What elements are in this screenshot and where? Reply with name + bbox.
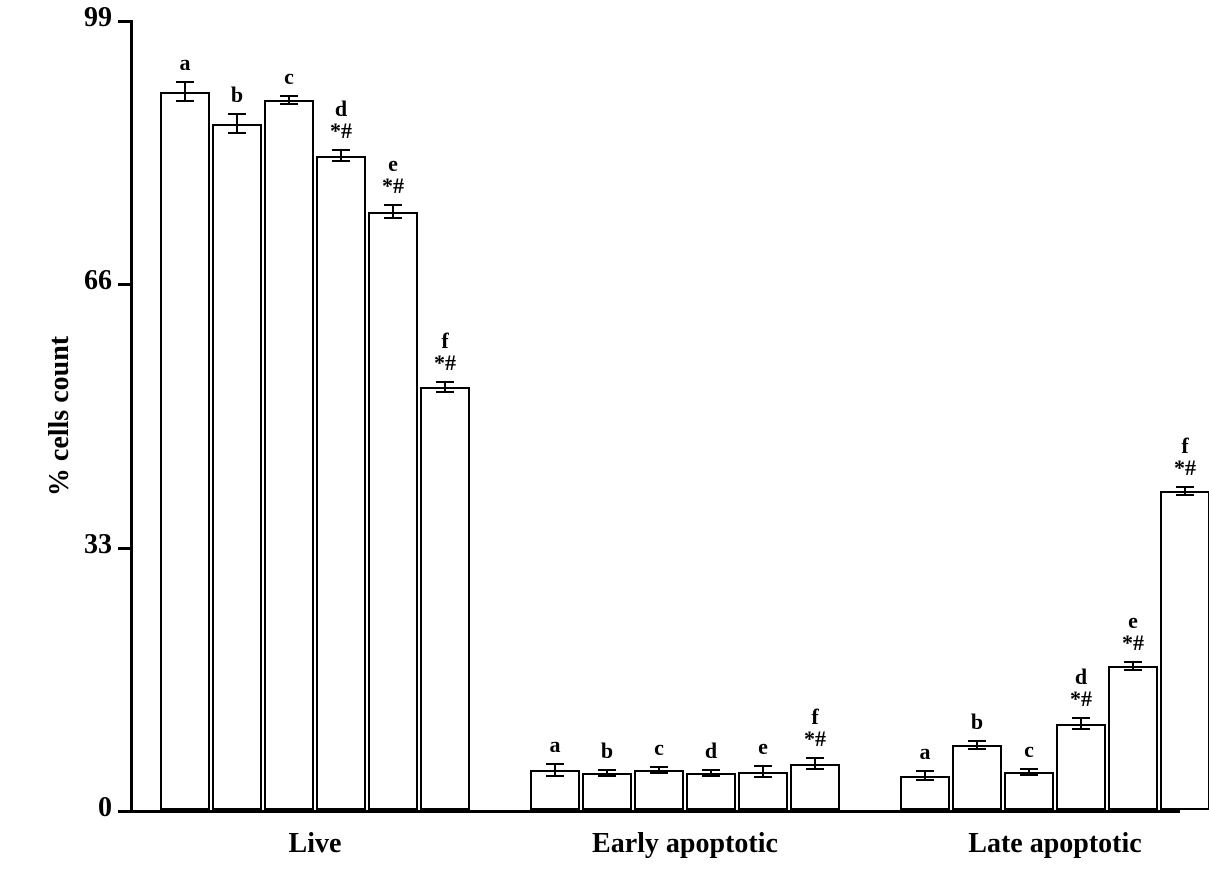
error-cap-top <box>436 381 454 383</box>
error-cap-bottom <box>280 103 298 105</box>
bar-annotation-letter: a <box>894 741 956 763</box>
error-cap-bottom <box>546 775 564 777</box>
x-group-label: Late apoptotic <box>900 828 1209 860</box>
y-tick <box>118 810 130 813</box>
y-tick-label: 66 <box>50 265 112 297</box>
bar <box>952 745 1002 810</box>
bar <box>686 773 736 810</box>
error-cap-top <box>384 204 402 206</box>
bar-annotation-letter: d <box>310 98 372 120</box>
bar <box>634 770 684 810</box>
error-cap-top <box>546 763 564 765</box>
bar-annotation-letter: d <box>1050 666 1112 688</box>
bar-annotation-letter: e <box>1102 610 1164 632</box>
error-cap-bottom <box>1124 669 1142 671</box>
bar <box>264 100 314 810</box>
bar-annotation-symbol: *# <box>414 352 476 374</box>
error-cap-top <box>332 149 350 151</box>
error-bar <box>184 82 186 101</box>
bar <box>212 124 262 810</box>
error-cap-top <box>1072 717 1090 719</box>
bar-annotation-letter: c <box>998 739 1060 761</box>
error-cap-top <box>1020 768 1038 770</box>
error-cap-top <box>598 769 616 771</box>
bar <box>1108 666 1158 810</box>
bar-annotation-letter: b <box>946 711 1008 733</box>
cells-count-bar-chart: 0336699% cells countabcd*#e*#f*#Liveabcd… <box>0 0 1209 896</box>
bar-annotation-letter: a <box>154 52 216 74</box>
bar <box>1056 724 1106 810</box>
error-cap-bottom <box>806 768 824 770</box>
bar <box>790 764 840 810</box>
y-tick <box>118 20 130 23</box>
error-cap-top <box>1176 486 1194 488</box>
error-cap-bottom <box>176 100 194 102</box>
error-cap-bottom <box>598 775 616 777</box>
error-cap-top <box>916 770 934 772</box>
y-tick <box>118 283 130 286</box>
error-cap-bottom <box>968 748 986 750</box>
y-tick-label: 0 <box>50 792 112 824</box>
y-tick <box>118 547 130 550</box>
error-cap-top <box>280 95 298 97</box>
error-cap-top <box>754 765 772 767</box>
error-cap-top <box>650 766 668 768</box>
error-cap-top <box>806 757 824 759</box>
bar-annotation-letter: e <box>362 153 424 175</box>
bar-annotation-letter: f <box>414 330 476 352</box>
bar <box>420 387 470 810</box>
error-cap-bottom <box>332 160 350 162</box>
error-cap-top <box>228 113 246 115</box>
error-cap-bottom <box>702 775 720 777</box>
bar <box>160 92 210 810</box>
bar <box>582 773 632 810</box>
bar-annotation-letter: c <box>258 66 320 88</box>
x-group-label: Early apoptotic <box>530 828 840 860</box>
y-axis-line <box>130 20 133 810</box>
error-cap-bottom <box>1072 728 1090 730</box>
y-tick-label: 33 <box>50 529 112 561</box>
bar-annotation-symbol: *# <box>1102 632 1164 654</box>
x-axis-line <box>130 810 1180 813</box>
error-cap-bottom <box>1176 494 1194 496</box>
y-axis-title: % cells count <box>44 316 76 516</box>
bar-annotation-letter: f <box>784 706 846 728</box>
error-cap-bottom <box>228 132 246 134</box>
error-cap-bottom <box>1020 774 1038 776</box>
error-bar <box>236 114 238 133</box>
bar-annotation-symbol: *# <box>784 728 846 750</box>
error-cap-bottom <box>916 779 934 781</box>
bar <box>368 212 418 810</box>
bar <box>1004 772 1054 810</box>
bar <box>1160 491 1209 810</box>
error-cap-top <box>176 81 194 83</box>
error-cap-bottom <box>384 217 402 219</box>
x-group-label: Live <box>160 828 470 860</box>
error-cap-bottom <box>754 776 772 778</box>
bar-annotation-symbol: *# <box>1050 688 1112 710</box>
y-tick-label: 99 <box>50 2 112 34</box>
error-cap-bottom <box>650 772 668 774</box>
bar-annotation-symbol: *# <box>362 175 424 197</box>
bar-annotation-letter: f <box>1154 435 1209 457</box>
bar <box>316 156 366 810</box>
error-cap-top <box>1124 661 1142 663</box>
error-cap-top <box>968 740 986 742</box>
bar-annotation-symbol: *# <box>310 120 372 142</box>
error-cap-top <box>702 769 720 771</box>
bar-annotation-symbol: *# <box>1154 457 1209 479</box>
error-cap-bottom <box>436 391 454 393</box>
